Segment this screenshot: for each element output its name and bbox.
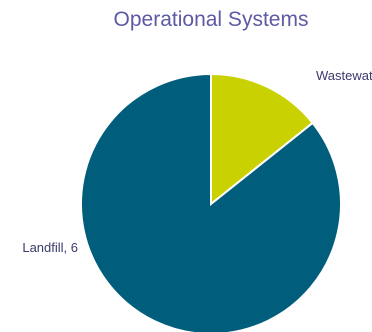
pie-slice-wastewater — [210, 72, 315, 207]
chart-title: Operational Systems — [114, 8, 309, 31]
data-label-wastewater: Wastewater, 1 — [316, 68, 372, 83]
pie-slices — [80, 72, 342, 332]
pie-slice-landfill — [80, 72, 342, 332]
pie-labels: Wastewater, 1 Landfill, 6 — [22, 68, 372, 255]
data-label-landfill: Landfill, 6 — [22, 240, 78, 255]
